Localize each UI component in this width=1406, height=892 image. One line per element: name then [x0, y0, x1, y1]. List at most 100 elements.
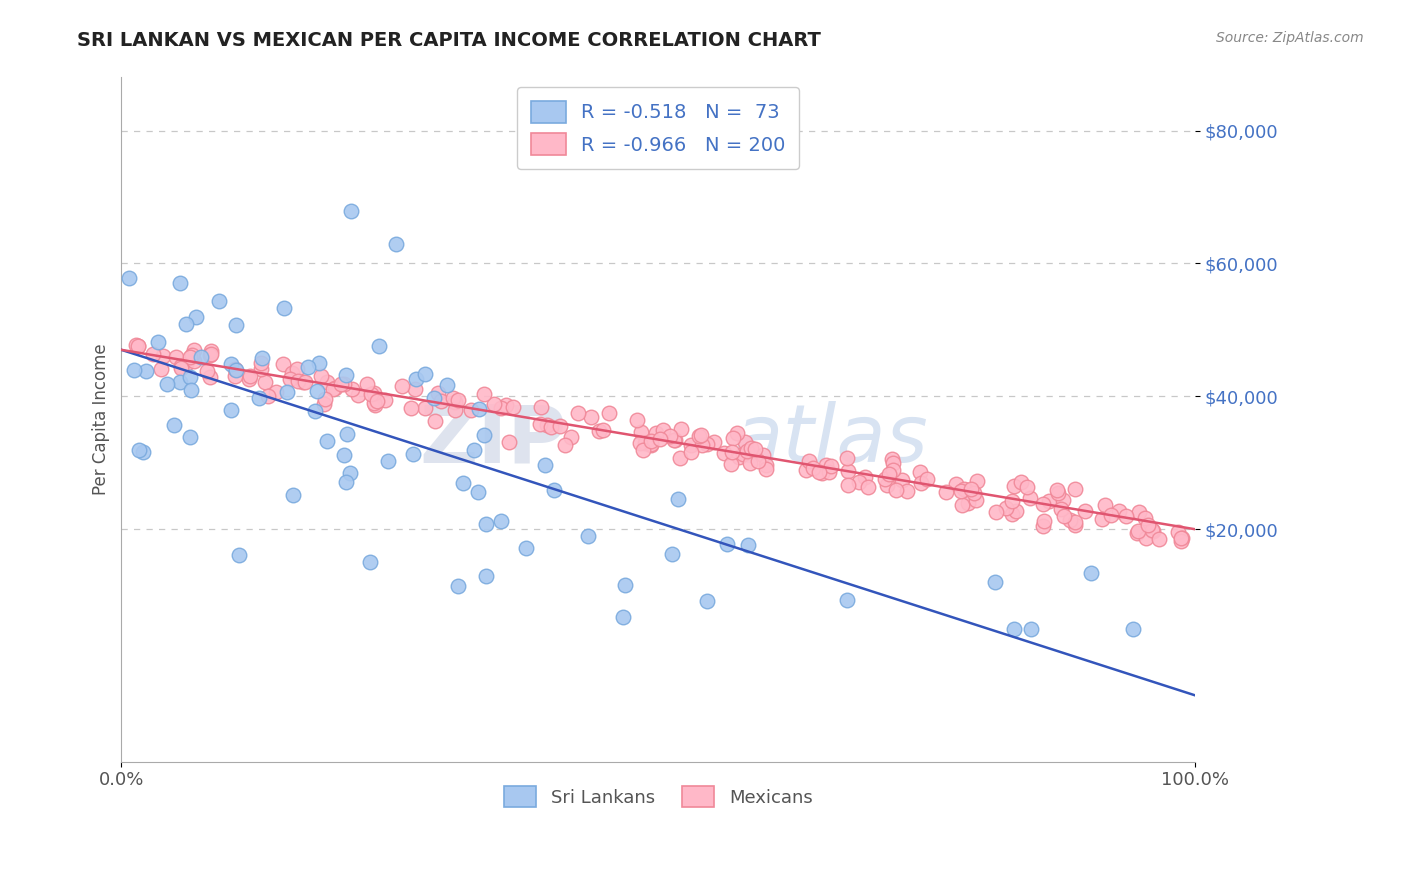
Point — [489, 401, 512, 416]
Point — [335, 475, 357, 489]
Point — [648, 432, 671, 446]
Point — [451, 475, 474, 490]
Point — [696, 437, 718, 451]
Point — [309, 369, 332, 384]
Point — [447, 579, 470, 593]
Point — [945, 476, 967, 491]
Point — [721, 431, 744, 445]
Point — [1074, 504, 1097, 518]
Point — [876, 478, 898, 492]
Point — [679, 445, 702, 459]
Point — [837, 464, 859, 478]
Point — [333, 448, 356, 462]
Point — [965, 492, 987, 507]
Point — [322, 382, 344, 396]
Point — [315, 434, 337, 448]
Point — [534, 458, 557, 472]
Point — [811, 466, 834, 480]
Point — [356, 376, 378, 391]
Point — [425, 414, 447, 428]
Point — [1167, 524, 1189, 539]
Point — [884, 483, 907, 497]
Point — [966, 475, 988, 489]
Point — [548, 418, 571, 433]
Point — [363, 386, 385, 401]
Point — [690, 428, 713, 442]
Point — [755, 461, 778, 475]
Point — [377, 454, 399, 468]
Point — [208, 293, 231, 308]
Point — [725, 426, 748, 441]
Point — [950, 483, 973, 498]
Point — [640, 437, 662, 451]
Point — [294, 375, 316, 389]
Point — [837, 478, 859, 492]
Point — [908, 465, 931, 479]
Point — [1002, 622, 1025, 636]
Point — [703, 434, 725, 449]
Point — [254, 375, 277, 389]
Point — [728, 450, 751, 465]
Point — [540, 420, 562, 434]
Point — [1059, 513, 1081, 527]
Point — [1017, 480, 1039, 494]
Point — [304, 404, 326, 418]
Point — [567, 406, 589, 420]
Point — [219, 403, 242, 417]
Point — [142, 347, 165, 361]
Point — [200, 347, 222, 361]
Point — [1038, 494, 1060, 508]
Point — [330, 376, 353, 391]
Y-axis label: Per Capita Income: Per Capita Income — [93, 343, 110, 495]
Point — [1125, 526, 1147, 541]
Point — [669, 422, 692, 436]
Point — [489, 514, 512, 528]
Point — [1053, 509, 1076, 524]
Point — [165, 351, 187, 365]
Point — [1122, 622, 1144, 636]
Point — [752, 448, 775, 462]
Point — [287, 374, 309, 388]
Point — [853, 470, 876, 484]
Point — [224, 368, 246, 383]
Point — [475, 516, 498, 531]
Point — [626, 413, 648, 427]
Point — [1115, 509, 1137, 524]
Point — [1046, 486, 1069, 500]
Point — [391, 379, 413, 393]
Point — [132, 445, 155, 459]
Point — [1147, 532, 1170, 546]
Point — [891, 473, 914, 487]
Point — [734, 434, 756, 449]
Point — [364, 398, 387, 412]
Point — [197, 363, 219, 377]
Point — [873, 472, 896, 486]
Point — [950, 498, 973, 512]
Point — [879, 468, 901, 483]
Point — [740, 441, 762, 455]
Point — [436, 378, 458, 392]
Point — [169, 375, 191, 389]
Point — [257, 389, 280, 403]
Point — [170, 361, 193, 376]
Point — [314, 392, 336, 406]
Point — [333, 377, 356, 392]
Point — [281, 366, 304, 380]
Point — [1004, 504, 1026, 518]
Point — [273, 357, 295, 371]
Point — [174, 357, 197, 371]
Point — [576, 529, 599, 543]
Point — [127, 339, 149, 353]
Point — [430, 394, 453, 409]
Point — [228, 548, 250, 562]
Point — [882, 452, 904, 467]
Point — [662, 433, 685, 447]
Point — [1063, 482, 1085, 496]
Point — [170, 359, 193, 373]
Text: atlas: atlas — [734, 401, 928, 479]
Point — [835, 592, 858, 607]
Point — [443, 403, 465, 417]
Text: Source: ZipAtlas.com: Source: ZipAtlas.com — [1216, 31, 1364, 45]
Point — [484, 397, 506, 411]
Point — [1091, 512, 1114, 526]
